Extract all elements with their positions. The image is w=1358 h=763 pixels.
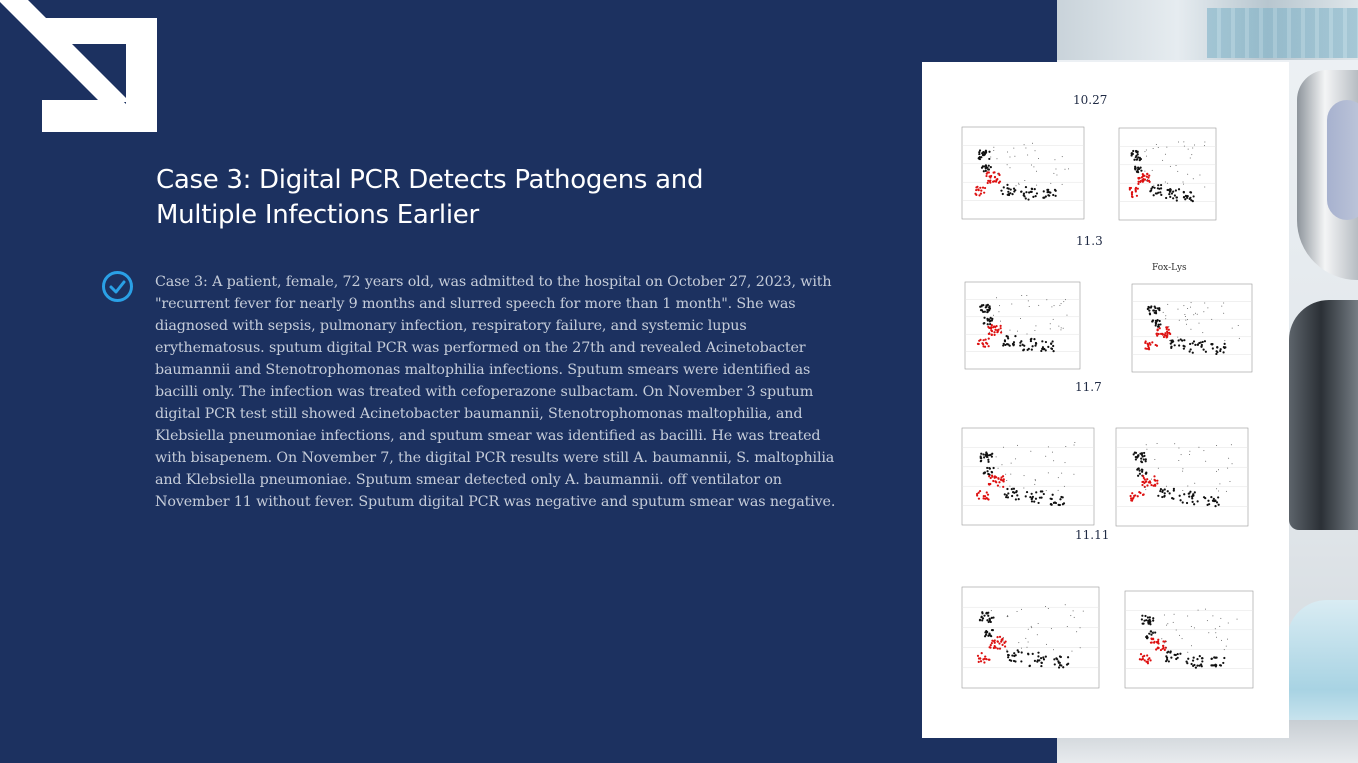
body-line: bacilli only. The infection was treated … <box>155 384 814 400</box>
check-circle-icon <box>102 271 133 302</box>
plot-extra-label: Fox-Lys <box>1152 263 1187 273</box>
date-label-117: 11.7 <box>1075 380 1102 394</box>
droplet-scatter-plots <box>961 126 1254 689</box>
body-line: and Klebsiella pneumoniae. Sputum smear … <box>155 472 782 488</box>
scatter-plot-thumbnail <box>961 586 1100 689</box>
date-label-1111: 11.11 <box>1075 528 1110 542</box>
pcr-results-panel: 10.27 11.3 Fox-Lys 11.7 11.11 <box>922 62 1289 738</box>
scatter-plot-thumbnail <box>961 126 1085 220</box>
body-line: baumannii and Stenotrophomonas maltophil… <box>155 362 811 378</box>
body-line: erythematosus. sputum digital PCR was pe… <box>155 340 806 356</box>
date-label-1027: 10.27 <box>1073 93 1108 107</box>
scatter-plot-thumbnail <box>1124 590 1254 689</box>
body-line: Klebsiella pneumoniae infections, and sp… <box>155 428 821 444</box>
case-description: Case 3: A patient, female, 72 years old,… <box>155 271 865 513</box>
scatter-plot-thumbnail <box>1131 283 1253 373</box>
body-line: "recurrent fever for nearly 9 months and… <box>155 296 796 312</box>
slide-title: Case 3: Digital PCR Detects Pathogens an… <box>156 163 796 233</box>
body-line: digital PCR test still showed Acinetobac… <box>155 406 803 422</box>
arrow-down-right-icon <box>0 0 157 132</box>
scatter-plot-thumbnail <box>1115 427 1249 527</box>
scatter-plot-thumbnail <box>964 281 1081 370</box>
title-line-1: Case 3: Digital PCR Detects Pathogens an… <box>156 165 704 195</box>
scatter-plot-thumbnail <box>1118 127 1217 221</box>
body-line: November 11 without fever. Sputum digita… <box>155 494 836 510</box>
body-line: Case 3: A patient, female, 72 years old,… <box>155 274 832 290</box>
body-line: diagnosed with sepsis, pulmonary infecti… <box>155 318 747 334</box>
date-label-113: 11.3 <box>1076 234 1103 248</box>
body-line: with bisapenem. On November 7, the digit… <box>155 450 835 466</box>
scatter-plot-thumbnail <box>961 427 1095 526</box>
title-line-2: Multiple Infections Earlier <box>156 200 479 230</box>
